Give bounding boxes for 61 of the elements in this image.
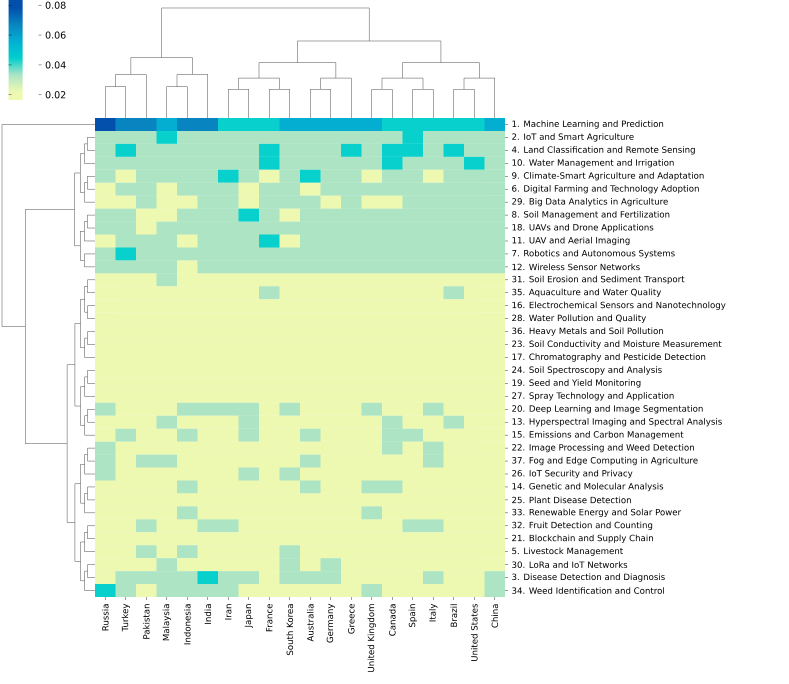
y-tick-label: 18. UAVs and Drone Applications	[512, 224, 654, 232]
x-tick-label: Russia	[102, 604, 109, 630]
y-tick-label: 27. Spray Technology and Application	[512, 392, 674, 400]
y-tick-label: 28. Water Pollution and Quality	[512, 314, 646, 323]
x-tick-label: Turkey	[122, 604, 130, 632]
y-tick-label: 10. Water Management and Irrigation	[512, 159, 674, 168]
y-tick-label: 34. Weed Identification and Control	[512, 587, 664, 594]
x-tick-label: United States	[470, 604, 478, 662]
y-tick-label: 21. Blockchain and Supply Chain	[512, 534, 653, 543]
color-bar-label: 0.04	[46, 61, 66, 69]
x-tick-label: Spain	[408, 604, 417, 627]
y-tick-label: 33. Renewable Energy and Solar Power	[512, 508, 682, 518]
y-tick-label: 5. Livestock Management	[512, 548, 623, 556]
x-tick-label: China	[491, 604, 498, 628]
y-tick-label: 9. Climate-Smart Agriculture and Adaptation	[512, 172, 704, 180]
x-tick-label: Japan	[244, 604, 253, 628]
color-bar-label: 0.08	[46, 2, 66, 9]
y-tick-label: 26. IoT Security and Privacy	[512, 470, 632, 478]
x-tick-label: Germany	[326, 604, 335, 643]
y-tick-label: 13. Hyperspectral Imaging and Spectral Analysis	[512, 418, 722, 426]
x-tick-label: Pakistan	[142, 604, 150, 639]
x-tick-label: Iran	[225, 604, 232, 620]
y-tick-label: 23. Soil Conductivity and Moisture Measurement	[512, 340, 722, 349]
y-tick-label: 31. Soil Erosion and Sediment Transport	[512, 276, 684, 284]
y-tick-label: 25. Plant Disease Detection	[512, 496, 631, 504]
x-tick-label: South Korea	[286, 604, 294, 656]
y-tick-label: 6. Digital Farming and Technology Adoption	[512, 185, 699, 194]
y-tick-label: 35. Aquaculture and Water Quality	[512, 288, 662, 297]
y-tick-label: 32. Fruit Detection and Counting	[512, 522, 652, 530]
y-tick-label: 30. LoRa and IoT Networks	[512, 561, 628, 568]
y-tick-label: 11. UAV and Aerial Imaging	[512, 236, 630, 246]
x-tick-label: Greece	[348, 604, 355, 634]
y-tick-label: 2. IoT and Smart Agriculture	[512, 133, 634, 142]
y-tick-label: 17. Chromatography and Pesticide Detection	[512, 353, 706, 362]
x-tick-label: Indonesia	[184, 604, 191, 644]
y-tick-label: 1. Machine Learning and Prediction	[512, 120, 664, 129]
x-tick-label: India	[204, 604, 212, 624]
x-tick-label: France	[266, 604, 272, 632]
y-tick-label: 14. Genetic and Molecular Analysis	[512, 482, 664, 492]
y-tick-label: 16. Electrochemical Sensors and Nanotechnology	[512, 302, 726, 310]
y-tick-label: 36. Heavy Metals and Soil Pollution	[512, 327, 664, 336]
y-tick-label: 29. Big Data Analytics in Agriculture	[512, 198, 668, 206]
y-tick-label: 19. Seed and Yield Monitoring	[512, 379, 640, 388]
y-tick-label: 22. Image Processing and Weed Detection	[512, 444, 694, 452]
x-tick-label: Australia	[306, 604, 314, 642]
x-tick-label: Malaysia	[162, 604, 171, 640]
y-tick-label: 7. Robotics and Autonomous Systems	[512, 250, 675, 258]
x-tick-label: Brazil	[450, 604, 458, 627]
color-bar-label: 0.06	[46, 31, 66, 39]
color-bar-label: 0.02	[46, 91, 66, 98]
y-tick-label: 37. Fog and Edge Computing in Agriculture	[512, 456, 698, 466]
x-tick-label: Canada	[388, 604, 396, 636]
y-tick-label: 12. Wireless Sensor Networks	[512, 264, 640, 270]
y-tick-label: 4. Land Classification and Remote Sensing	[512, 146, 695, 155]
y-tick-label: 20. Deep Learning and Image Segmentation	[512, 405, 703, 414]
y-tick-label: 8. Soil Management and Fertilization	[512, 210, 670, 220]
y-tick-label: 24. Soil Spectroscopy and Analysis	[512, 366, 662, 375]
x-tick-label: United Kingdom	[368, 604, 376, 672]
x-tick-label: Italy	[429, 604, 438, 622]
y-tick-label: 3. Disease Detection and Diagnosis	[512, 573, 665, 582]
y-tick-label: 15. Emissions and Carbon Management	[512, 431, 684, 440]
